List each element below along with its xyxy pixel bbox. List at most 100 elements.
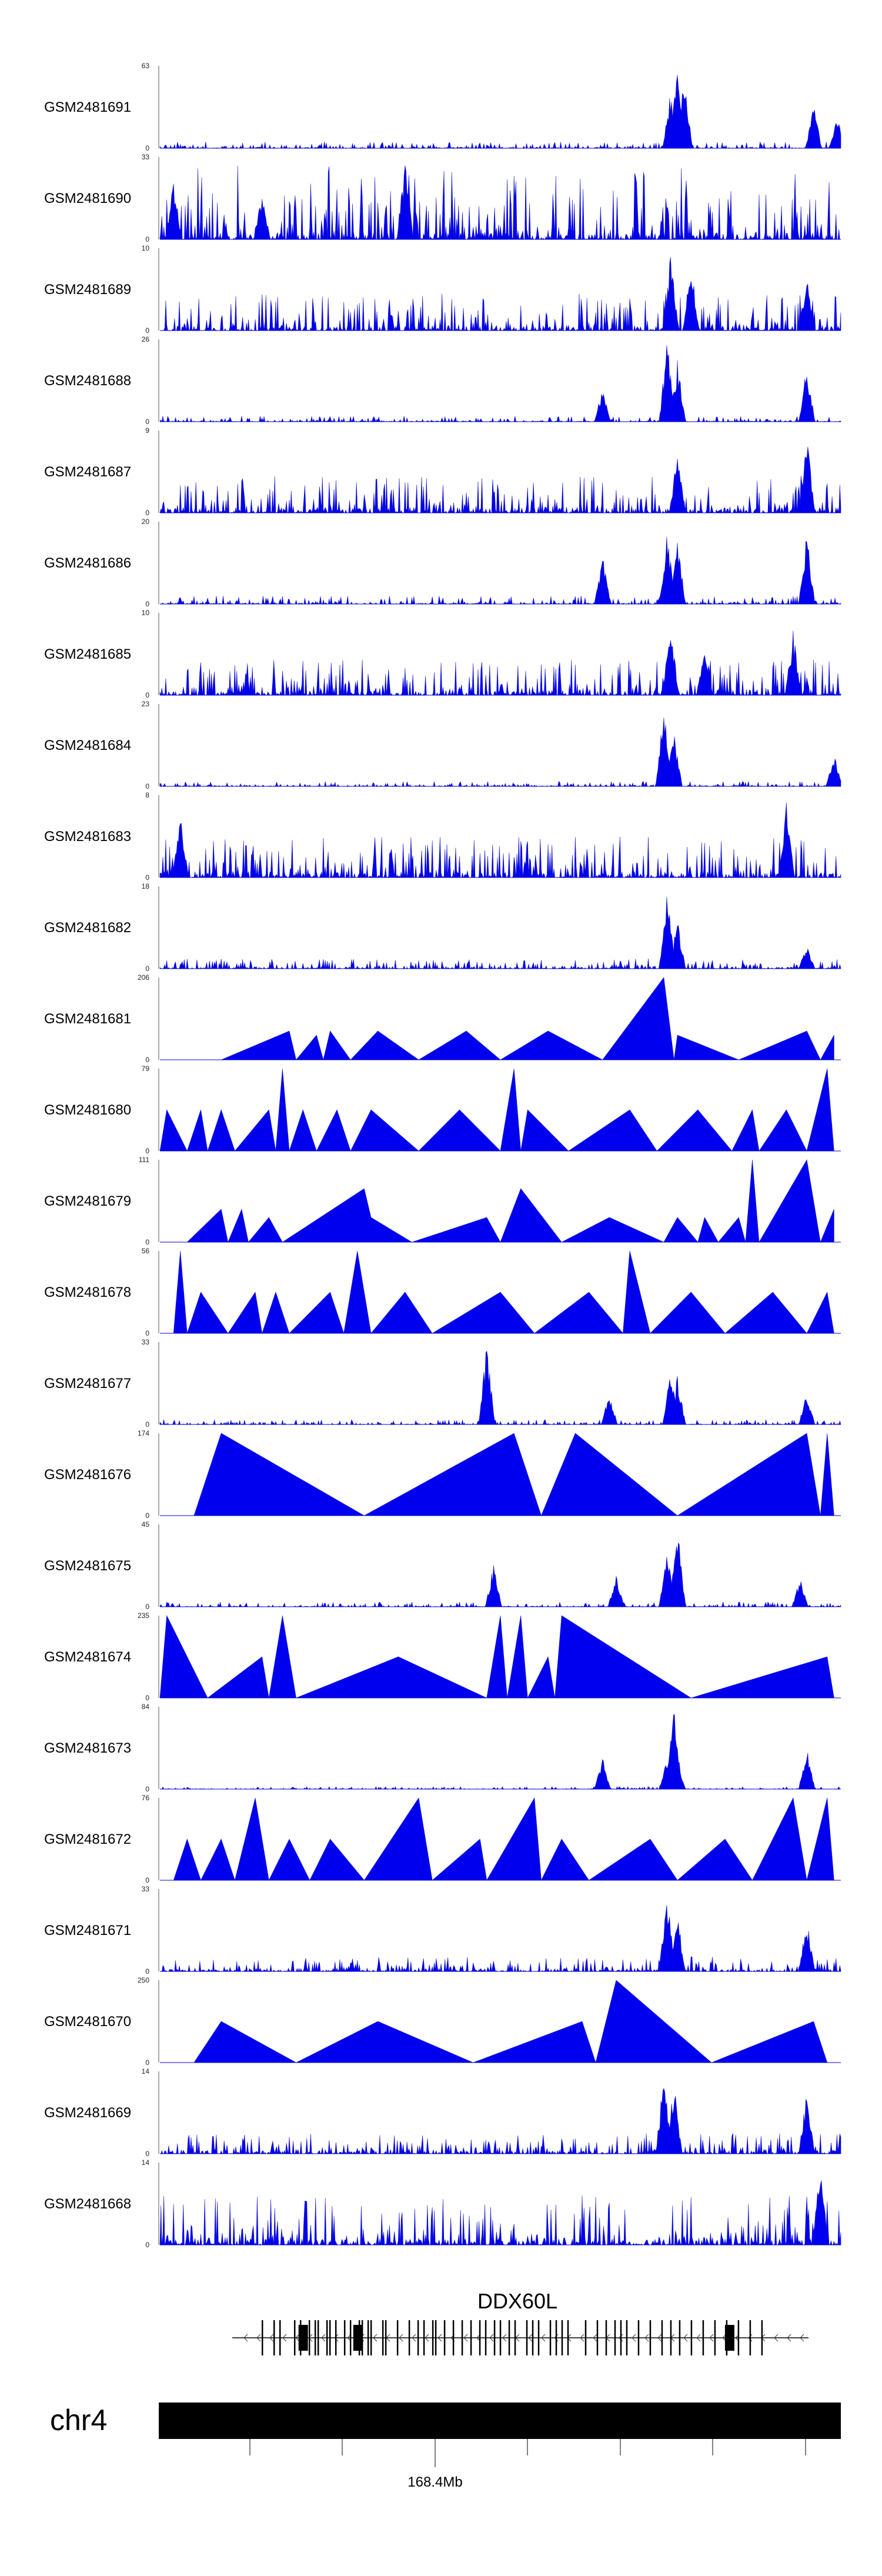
y-min-label: 0 xyxy=(145,418,149,426)
exon xyxy=(452,2320,455,2355)
strand-arrow xyxy=(321,2334,326,2342)
y-min-label: 0 xyxy=(145,965,149,973)
exon xyxy=(317,2320,319,2355)
sample-label: GSM2481670 xyxy=(44,2014,131,2030)
track-GSM2481679: GSM2481679 111 0 xyxy=(44,1156,841,1246)
strand-arrow xyxy=(709,2334,714,2342)
exon xyxy=(335,2320,337,2355)
y-max-label: 250 xyxy=(138,1976,149,1984)
y-min-label: 0 xyxy=(145,1147,149,1155)
y-min-label: 0 xyxy=(145,2150,149,2158)
strand-arrow xyxy=(580,2334,584,2342)
exon xyxy=(637,2320,640,2355)
sample-label: GSM2481671 xyxy=(44,1923,131,1938)
exon xyxy=(314,2320,316,2355)
coverage-area xyxy=(159,536,841,605)
exon xyxy=(549,2320,552,2355)
exon xyxy=(382,2320,384,2355)
coverage-area xyxy=(159,1614,834,1699)
strand-arrow xyxy=(243,2334,248,2342)
exon xyxy=(690,2320,693,2355)
exon xyxy=(326,2320,328,2355)
y-max-label: 56 xyxy=(142,1247,150,1255)
strand-arrow xyxy=(373,2334,377,2342)
exon xyxy=(620,2320,622,2355)
y-min-label: 0 xyxy=(145,1967,149,1976)
y-max-label: 76 xyxy=(142,1794,150,1802)
coverage-area xyxy=(159,1542,841,1608)
track-GSM2481674: GSM2481674 235 0 xyxy=(44,1611,841,1702)
exon xyxy=(408,2320,410,2355)
y-min-label: 0 xyxy=(145,509,149,517)
track-GSM2481670: GSM2481670 250 0 xyxy=(44,1976,841,2067)
chromosome-axis: chr4 168.4Mb xyxy=(50,2403,841,2490)
y-max-label: 14 xyxy=(142,2158,150,2167)
strand-arrow xyxy=(295,2334,300,2342)
chromosome-label: chr4 xyxy=(50,2404,107,2437)
y-min-label: 0 xyxy=(145,1603,149,1611)
exon xyxy=(649,2320,652,2355)
coverage-area xyxy=(193,1980,828,2064)
sample-label: GSM2481682 xyxy=(44,920,131,936)
coverage-area xyxy=(173,1797,834,1881)
strand-arrow xyxy=(800,2334,804,2342)
sample-label: GSM2481678 xyxy=(44,1284,131,1300)
y-min-label: 0 xyxy=(145,1785,149,1793)
y-max-label: 10 xyxy=(142,609,150,617)
y-max-label: 45 xyxy=(142,1520,150,1529)
strand-arrow xyxy=(528,2334,533,2342)
strand-arrow xyxy=(282,2334,287,2342)
y-max-label: 206 xyxy=(138,973,149,982)
y-max-label: 8 xyxy=(145,791,149,799)
sample-label: GSM2481673 xyxy=(44,1740,131,1756)
y-min-label: 0 xyxy=(145,1329,149,1337)
exon xyxy=(279,2320,281,2355)
sample-label: GSM2481691 xyxy=(44,99,131,115)
exon xyxy=(679,2320,681,2355)
y-min-label: 0 xyxy=(145,600,149,608)
y-max-label: 84 xyxy=(142,1703,150,1711)
exon xyxy=(584,2320,587,2355)
strand-arrow xyxy=(632,2334,636,2342)
strand-arrow xyxy=(696,2334,701,2342)
exon xyxy=(479,2320,481,2355)
strand-arrow xyxy=(269,2334,274,2342)
y-max-label: 9 xyxy=(145,426,149,435)
y-max-label: 63 xyxy=(142,62,150,70)
strand-arrow xyxy=(399,2334,403,2342)
coverage-area xyxy=(159,165,841,241)
sample-label: GSM2481676 xyxy=(44,1467,131,1483)
coverage-area xyxy=(159,896,841,970)
sample-label: GSM2481679 xyxy=(44,1193,131,1209)
strand-arrow xyxy=(541,2334,546,2342)
track-GSM2481669: GSM2481669 14 0 xyxy=(44,2067,841,2158)
coverage-area xyxy=(159,2088,841,2155)
sample-label: GSM2481689 xyxy=(44,282,131,298)
sample-label: GSM2481675 xyxy=(44,1558,131,1574)
exon xyxy=(370,2320,372,2355)
track-GSM2481681: GSM2481681 206 0 xyxy=(44,973,841,1064)
coverage-area xyxy=(159,2180,841,2245)
exon xyxy=(329,2320,331,2355)
exon xyxy=(396,2320,399,2355)
y-min-label: 0 xyxy=(145,1876,149,1884)
coverage-area xyxy=(160,257,841,332)
y-min-label: 0 xyxy=(145,1056,149,1064)
exon xyxy=(353,2325,363,2351)
y-min-label: 0 xyxy=(145,1511,149,1520)
exon xyxy=(349,2320,352,2355)
exon xyxy=(261,2320,263,2355)
y-min-label: 0 xyxy=(145,782,149,790)
exon xyxy=(432,2320,434,2355)
y-max-label: 174 xyxy=(138,1429,149,1437)
exon xyxy=(417,2320,419,2355)
strand-arrow xyxy=(683,2334,688,2342)
y-max-label: 111 xyxy=(139,1156,150,1164)
coverage-area xyxy=(193,1433,834,1516)
coverage-area xyxy=(159,345,841,423)
exon xyxy=(749,2320,751,2355)
exon xyxy=(298,2325,308,2351)
sample-label: GSM2481686 xyxy=(44,555,131,571)
track-GSM2481686: GSM2481686 20 0 xyxy=(44,518,841,608)
